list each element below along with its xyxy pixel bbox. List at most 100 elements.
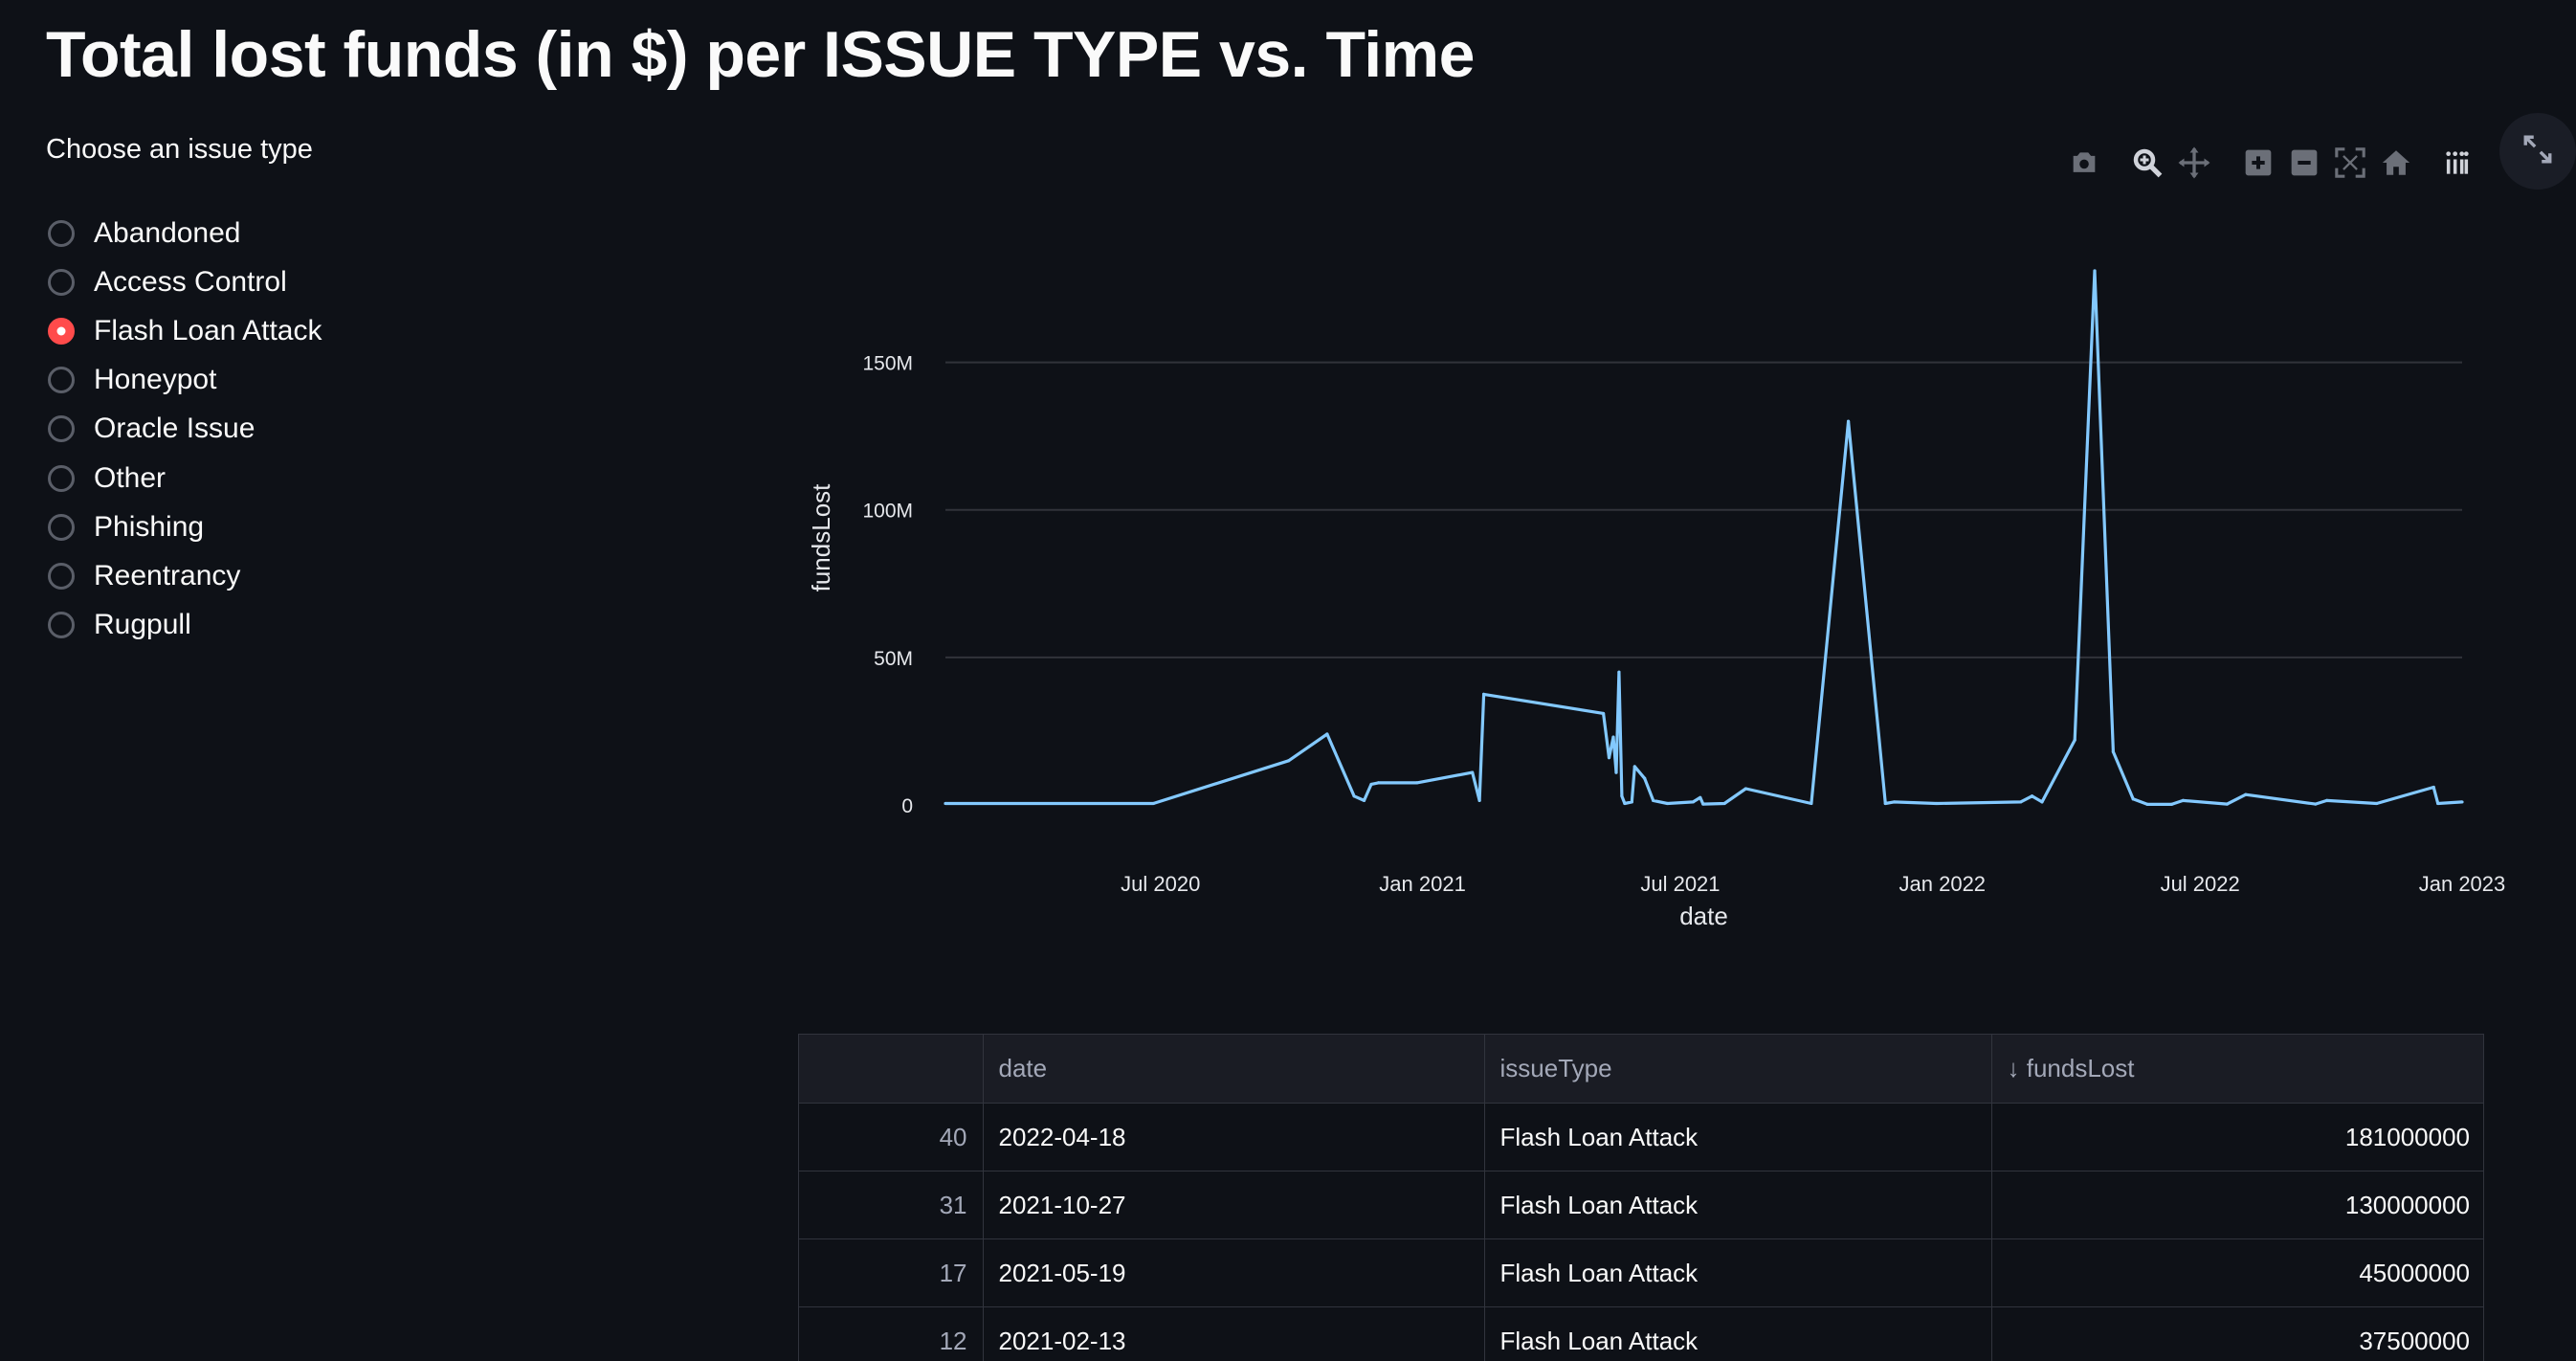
data-point (2040, 800, 2044, 804)
x-tick-label: Jan 2023 (2419, 872, 2506, 896)
issue-type-cell[interactable]: Flash Loan Attack (1484, 1238, 1992, 1307)
data-point (1376, 781, 1381, 785)
data-point (1722, 801, 1726, 806)
data-point (1665, 801, 1670, 806)
data-point (1699, 795, 1702, 799)
data-point (1617, 670, 1621, 674)
x-tick-label: Jul 2020 (1121, 872, 1200, 896)
table-row[interactable]: 12 2021-02-13 Flash Loan Attack 37500000 (799, 1306, 2483, 1361)
data-point (2019, 800, 2023, 804)
row-index: 40 (799, 1103, 984, 1171)
home-icon[interactable] (2377, 144, 2415, 182)
data-point (2030, 794, 2034, 798)
date-cell[interactable]: 2021-02-13 (983, 1306, 1485, 1361)
radio-option-label: Access Control (94, 265, 287, 298)
data-table[interactable]: date issueType ↓ fundsLost 40 2022-04-18… (798, 1034, 2484, 1361)
data-point (1415, 781, 1419, 785)
funds-lost-series-line (945, 269, 2463, 807)
radio-option-label: Oracle Issue (94, 413, 255, 445)
data-point (1607, 756, 1611, 760)
data-point (1471, 770, 1475, 774)
radio-button[interactable] (48, 464, 75, 492)
data-point (944, 801, 947, 806)
index-column-header[interactable] (799, 1035, 984, 1104)
data-point (1620, 794, 1624, 798)
funds-lost-cell[interactable]: 130000000 (1991, 1171, 2483, 1239)
table-row[interactable]: 31 2021-10-27 Flash Loan Attack 13000000… (799, 1171, 2483, 1239)
y-tick-label: 150M (862, 353, 913, 375)
data-point (2436, 801, 2440, 806)
data-point (1352, 794, 1356, 798)
data-point (2131, 797, 2135, 801)
y-tick-label: 50M (874, 648, 913, 670)
date-column-header[interactable]: date (983, 1035, 1485, 1104)
page-title: Total lost funds (in $) per ISSUE TYPE v… (46, 18, 1475, 91)
issue-type-cell[interactable]: Flash Loan Attack (1484, 1306, 1992, 1361)
radio-button[interactable] (48, 612, 75, 639)
radio-option-other[interactable]: Other (48, 454, 322, 502)
data-point (1743, 787, 1748, 791)
radio-button[interactable] (48, 513, 75, 541)
data-point (1362, 798, 1366, 802)
data-point (1643, 776, 1647, 780)
row-index: 12 (799, 1306, 984, 1361)
date-cell[interactable]: 2021-05-19 (983, 1238, 1485, 1307)
radio-option-label: Honeypot (94, 364, 217, 396)
radio-option-access-control[interactable]: Access Control (48, 257, 322, 306)
radio-button[interactable] (48, 268, 75, 296)
radio-button[interactable] (48, 562, 75, 590)
funds-lost-column-header[interactable]: ↓ fundsLost (1991, 1035, 2483, 1104)
expand-icon (2521, 133, 2554, 170)
zoom-out-icon[interactable] (2285, 144, 2323, 182)
autoscale-icon[interactable] (2331, 144, 2369, 182)
pan-icon[interactable] (2175, 144, 2213, 182)
data-point (2432, 785, 2435, 790)
zoom-icon[interactable] (2128, 144, 2166, 182)
radio-option-reentrancy[interactable]: Reentrancy (48, 551, 322, 600)
radio-option-honeypot[interactable]: Honeypot (48, 356, 322, 405)
radio-option-label: Rugpull (94, 609, 191, 641)
funds-lost-cell[interactable]: 45000000 (1991, 1238, 2483, 1307)
issue-type-label: Choose an issue type (46, 134, 313, 165)
camera-icon[interactable] (2065, 144, 2103, 182)
x-tick-label: Jan 2022 (1899, 872, 1987, 896)
data-point (1611, 735, 1615, 739)
radio-button[interactable] (48, 415, 75, 443)
radio-button[interactable] (48, 317, 75, 345)
y-tick-label: 0 (901, 795, 913, 817)
funds-lost-cell[interactable]: 37500000 (1991, 1306, 2483, 1361)
issue-type-cell[interactable]: Flash Loan Attack (1484, 1103, 1992, 1171)
radio-option-label: Phishing (94, 510, 205, 543)
radio-button[interactable] (48, 367, 75, 394)
plotly-logo-icon[interactable] (2438, 144, 2476, 182)
data-point (1701, 802, 1705, 806)
fullscreen-button[interactable] (2499, 113, 2576, 190)
x-tick-label: Jan 2021 (1379, 872, 1466, 896)
radio-option-abandoned[interactable]: Abandoned (48, 209, 322, 257)
radio-button[interactable] (48, 219, 75, 247)
y-tick-label: 100M (862, 501, 913, 523)
issue-type-cell[interactable]: Flash Loan Attack (1484, 1171, 1992, 1239)
data-point (1652, 798, 1655, 802)
data-point (1325, 732, 1329, 736)
data-point (2325, 798, 2329, 802)
data-point (2460, 800, 2464, 804)
data-point (1810, 801, 1813, 806)
issue-type-column-header[interactable]: issueType (1484, 1035, 1992, 1104)
data-point (2169, 802, 2173, 806)
data-point (1883, 801, 1887, 806)
zoom-in-icon[interactable] (2239, 144, 2277, 182)
data-point (1287, 759, 1291, 763)
date-cell[interactable]: 2022-04-18 (983, 1103, 1485, 1171)
table-row[interactable]: 40 2022-04-18 Flash Loan Attack 18100000… (799, 1103, 2483, 1171)
funds-lost-line-chart[interactable]: 0 50M 100M 150M Jul 2020 Jan 2021 Jul 2021 Jan … (0, 0, 2576, 1015)
data-point (2375, 801, 2379, 806)
radio-option-oracle-issue[interactable]: Oracle Issue (48, 405, 322, 454)
radio-option-rugpull[interactable]: Rugpull (48, 601, 322, 650)
radio-option-phishing[interactable]: Phishing (48, 502, 322, 551)
radio-option-flash-loan-attack[interactable]: Flash Loan Attack (48, 306, 322, 355)
date-cell[interactable]: 2021-10-27 (983, 1171, 1485, 1239)
table-row[interactable]: 17 2021-05-19 Flash Loan Attack 45000000 (799, 1238, 2483, 1307)
funds-lost-cell[interactable]: 181000000 (1991, 1103, 2483, 1171)
data-point (1846, 419, 1851, 423)
